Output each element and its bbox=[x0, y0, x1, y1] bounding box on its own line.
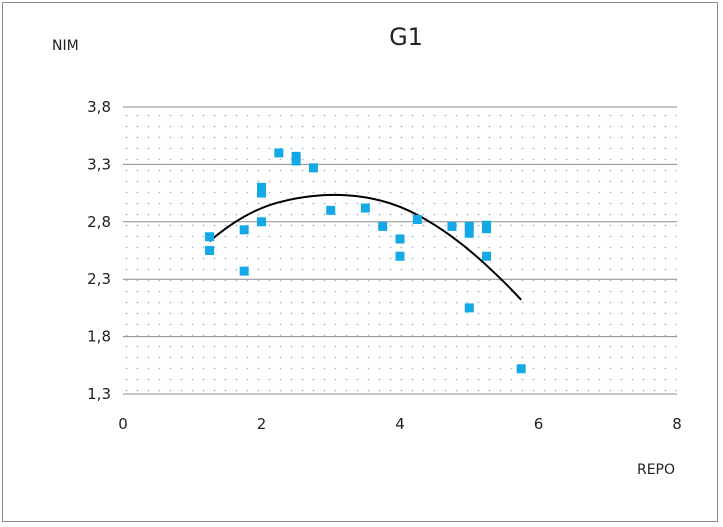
x-tick-labels: 0 2 4 6 8 bbox=[118, 415, 682, 433]
trendline-group bbox=[208, 193, 522, 301]
x-tick-label: 0 bbox=[118, 415, 128, 433]
data-point bbox=[482, 224, 492, 234]
x-tick-label: 6 bbox=[534, 415, 544, 433]
y-tick-label: 3,8 bbox=[87, 98, 111, 116]
x-tick-label: 8 bbox=[672, 415, 682, 433]
data-points bbox=[205, 148, 526, 374]
chart-title: G1 bbox=[389, 23, 423, 51]
data-point bbox=[239, 266, 249, 276]
data-point bbox=[378, 221, 388, 231]
x-axis-label: REPO bbox=[637, 462, 675, 478]
y-tick-label: 2,8 bbox=[87, 213, 111, 231]
y-tick-label: 3,3 bbox=[87, 155, 111, 173]
data-point bbox=[326, 205, 336, 215]
data-point bbox=[447, 221, 457, 231]
x-tick-label: 4 bbox=[395, 415, 405, 433]
data-point bbox=[239, 225, 249, 235]
data-point bbox=[412, 215, 422, 225]
data-point bbox=[205, 246, 215, 255]
y-tick-label: 2,3 bbox=[87, 270, 111, 288]
data-point bbox=[257, 188, 266, 198]
data-point bbox=[257, 182, 266, 192]
y-tick-label: 1,3 bbox=[87, 385, 111, 403]
data-point bbox=[516, 364, 526, 374]
data-point bbox=[464, 221, 474, 231]
gridlines bbox=[123, 106, 677, 395]
data-point bbox=[395, 234, 405, 244]
y-tick-labels: 1,3 1,8 2,3 2,8 3,3 3,8 bbox=[87, 98, 111, 403]
data-point bbox=[395, 251, 405, 261]
data-point bbox=[308, 163, 318, 173]
data-point bbox=[482, 251, 492, 261]
data-point bbox=[360, 203, 370, 213]
data-point bbox=[464, 303, 474, 313]
y-tick-label: 1,8 bbox=[87, 328, 111, 346]
data-point bbox=[205, 232, 215, 242]
data-point bbox=[464, 228, 474, 238]
data-point bbox=[257, 217, 266, 227]
data-point bbox=[274, 148, 284, 158]
data-point bbox=[291, 151, 301, 161]
y-axis-label: NIM bbox=[52, 38, 79, 54]
trendline bbox=[208, 193, 522, 301]
plot-area bbox=[123, 107, 677, 394]
data-point bbox=[291, 156, 301, 166]
x-tick-label: 2 bbox=[257, 415, 267, 433]
